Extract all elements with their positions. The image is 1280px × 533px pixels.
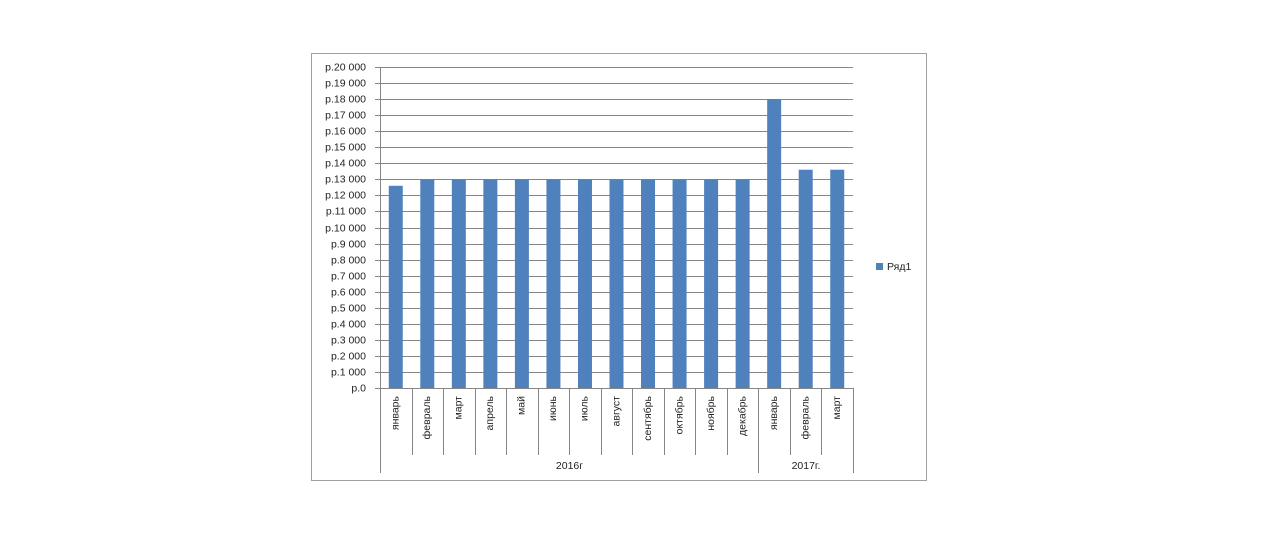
bar (546, 179, 561, 388)
y-tick-label: р.5 000 (331, 302, 366, 314)
y-tick-label: р.3 000 (331, 334, 366, 346)
x-tick-label: март (453, 396, 465, 420)
bar (451, 179, 466, 388)
x-tick-label: январь (768, 395, 780, 430)
y-tick-label: р.20 000 (325, 61, 366, 73)
x-tick-label: ноябрь (705, 395, 717, 430)
bar (735, 179, 750, 388)
bar (767, 99, 782, 388)
bar (641, 179, 656, 388)
y-tick-label: р.16 000 (325, 125, 366, 137)
y-tick-label: р.12 000 (325, 189, 366, 201)
group-label: 2017г. (792, 460, 821, 472)
x-tick-label: октябрь (673, 395, 685, 434)
bar (798, 169, 813, 388)
x-tick-label: март (831, 396, 843, 420)
x-tick-label: январь (390, 395, 402, 430)
y-tick-label: р.4 000 (331, 318, 366, 330)
x-tick-label: февраль (799, 395, 811, 439)
y-tick-label: р.8 000 (331, 254, 366, 266)
y-tick-label: р.0 (351, 382, 366, 394)
bar (609, 179, 624, 388)
y-tick-label: р.19 000 (325, 77, 366, 89)
y-tick-label: р.6 000 (331, 286, 366, 298)
x-tick-label: февраль (421, 395, 433, 439)
bar (420, 179, 435, 388)
bar (704, 179, 719, 388)
y-tick-label: р.13 000 (325, 173, 366, 185)
y-tick-label: р.17 000 (325, 109, 366, 121)
bar (514, 179, 529, 388)
y-tick-label: р.9 000 (331, 238, 366, 250)
bar (388, 185, 403, 388)
legend-label: Ряд1 (887, 261, 911, 273)
y-tick-label: р.14 000 (325, 157, 366, 169)
bar (830, 169, 845, 388)
bar (577, 179, 592, 388)
y-tick-label: р.18 000 (325, 93, 366, 105)
x-tick-label: июнь (547, 395, 559, 421)
y-tick-label: р.7 000 (331, 270, 366, 282)
x-tick-label: май (516, 396, 528, 415)
x-tick-label: август (610, 396, 622, 427)
y-tick-label: р.10 000 (325, 222, 366, 234)
bar (672, 179, 687, 388)
legend-swatch (876, 263, 883, 270)
y-tick-label: р.15 000 (325, 141, 366, 153)
y-tick-label: р.11 000 (326, 205, 366, 217)
y-tick-label: р.1 000 (331, 366, 366, 378)
bar (483, 179, 498, 388)
x-tick-label: декабрь (736, 395, 748, 435)
y-tick-label: р.2 000 (331, 350, 366, 362)
group-label: 2016г (556, 460, 583, 472)
x-tick-label: июль (579, 395, 591, 421)
x-tick-label: апрель (484, 395, 496, 430)
x-tick-label: сентябрь (642, 395, 654, 440)
